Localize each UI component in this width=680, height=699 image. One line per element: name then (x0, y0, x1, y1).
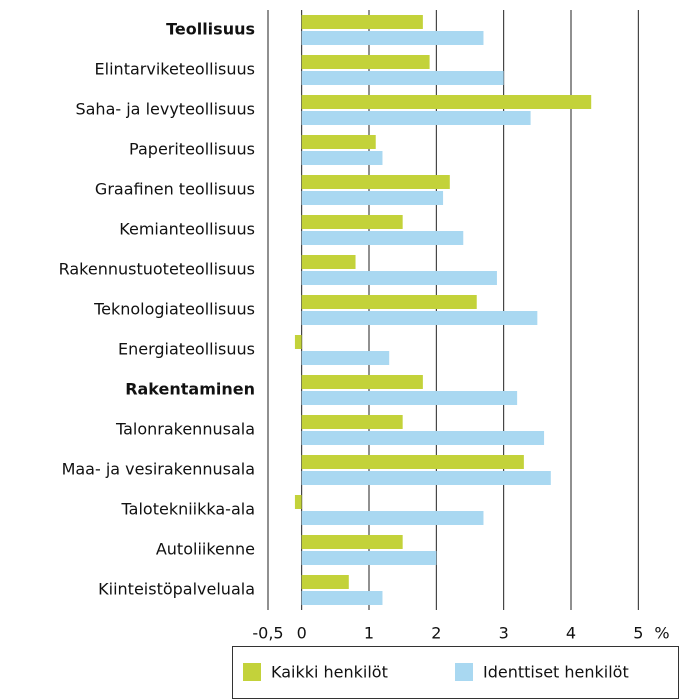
bar (301, 575, 349, 589)
category-label: Saha- ja levyteollisuus (75, 100, 255, 119)
x-tick-label: 1 (364, 624, 374, 643)
bar (301, 31, 484, 45)
bar (301, 471, 551, 485)
bar (301, 215, 403, 229)
bar (301, 415, 403, 429)
bar (294, 495, 302, 509)
category-label: Teknologiateollisuus (93, 300, 255, 319)
bar (301, 71, 504, 85)
bar (301, 295, 477, 309)
category-label: Kiinteistöpalveluala (98, 580, 255, 599)
x-tick-label: 3 (499, 624, 509, 643)
x-tick-label: 4 (566, 624, 576, 643)
category-label: Talotekniikka-ala (121, 500, 255, 519)
bar (301, 591, 383, 605)
x-axis-label: % (654, 624, 669, 643)
bar (301, 151, 383, 165)
bar (301, 455, 524, 469)
bar (301, 551, 437, 565)
x-tick-label: 2 (431, 624, 441, 643)
category-label: Paperiteollisuus (129, 140, 255, 159)
bar (301, 15, 423, 29)
bar (301, 191, 444, 205)
legend-label: Kaikki henkilöt (271, 663, 388, 682)
bar (301, 535, 403, 549)
bar (301, 111, 531, 125)
category-label: Rakentaminen (125, 380, 255, 399)
category-label: Rakennustuoteteollisuus (59, 260, 255, 279)
bar (301, 391, 518, 405)
bar (301, 255, 356, 269)
category-label: Graafinen teollisuus (95, 180, 255, 199)
category-label: Energiateollisuus (118, 340, 255, 359)
category-label: Autoliikenne (156, 540, 255, 559)
legend-label: Identtiset henkilöt (483, 663, 629, 682)
bar (301, 95, 592, 109)
category-label: Elintarviketeollisuus (95, 60, 255, 79)
x-tick-label: 0 (297, 624, 307, 643)
bar (294, 335, 302, 349)
x-tick-label: -0,5 (252, 624, 283, 643)
bar (301, 175, 450, 189)
category-label: Talonrakennusala (115, 420, 255, 439)
legend-swatch (455, 663, 473, 681)
bar (301, 135, 376, 149)
bar (301, 375, 423, 389)
x-tick-label: 5 (633, 624, 643, 643)
bar (301, 55, 430, 69)
bar (301, 271, 497, 285)
bar (301, 431, 545, 445)
category-label: Kemianteollisuus (119, 220, 255, 239)
category-label: Teollisuus (166, 20, 255, 39)
bar (301, 231, 464, 245)
bar (301, 511, 484, 525)
bar (301, 311, 538, 325)
legend-swatch (243, 663, 261, 681)
bar (301, 351, 390, 365)
category-label: Maa- ja vesirakennusala (62, 460, 255, 479)
